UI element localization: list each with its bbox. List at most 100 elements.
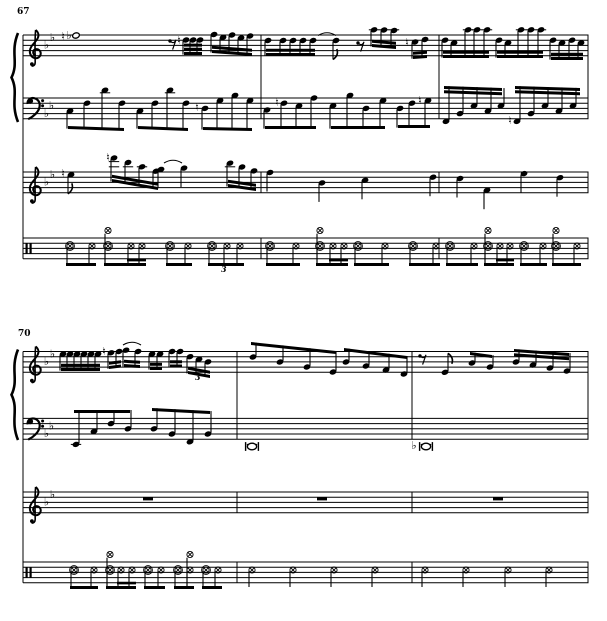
accent-drum-notehead <box>519 241 529 251</box>
drum-notehead <box>372 567 378 573</box>
whole-rest-icon <box>143 497 153 501</box>
accent-drum-notehead <box>483 241 493 251</box>
accent-drum-notehead <box>105 565 115 575</box>
percussion-clef-icon <box>29 243 32 254</box>
eighth-rest-icon <box>170 39 177 50</box>
notehead <box>527 110 535 117</box>
beam <box>520 263 547 266</box>
accent-drum-notehead <box>201 565 211 575</box>
drum-notehead <box>421 566 429 574</box>
notehead <box>166 87 174 93</box>
flat-icon: ♭ <box>411 439 416 452</box>
beam <box>446 263 478 266</box>
drum-notehead <box>317 227 323 234</box>
beam <box>372 39 396 45</box>
notehead <box>318 180 326 186</box>
accent-drum-notehead <box>202 566 210 574</box>
beam <box>203 127 252 131</box>
drum-notehead <box>214 566 222 574</box>
beam <box>104 263 146 266</box>
drum-notehead <box>128 566 136 574</box>
beam <box>74 410 130 413</box>
accent-drum-notehead <box>446 242 454 250</box>
beam <box>329 258 348 262</box>
drum-notehead <box>552 226 560 235</box>
accent-drum-notehead <box>69 565 79 575</box>
eighth-rest-icon <box>168 39 172 43</box>
drum-notehead <box>289 566 297 574</box>
drum-notehead <box>187 567 193 573</box>
drum-notehead <box>186 550 194 559</box>
accent-drum-notehead <box>71 567 77 573</box>
accent-drum-notehead <box>67 243 73 249</box>
accent-drum-notehead <box>174 566 182 574</box>
drum-notehead <box>496 242 504 250</box>
flat-icon: ♭ <box>50 347 55 360</box>
drum-notehead <box>224 243 230 249</box>
notehead <box>186 439 194 445</box>
drum-notehead <box>138 242 146 250</box>
notehead <box>424 97 432 104</box>
notehead <box>541 103 549 109</box>
notehead <box>182 37 190 43</box>
beam <box>202 586 222 589</box>
notehead <box>483 27 491 33</box>
drum-notehead <box>471 243 477 249</box>
drum-notehead <box>340 242 348 250</box>
notehead <box>219 34 227 41</box>
notehead <box>473 27 481 33</box>
notehead <box>66 108 74 114</box>
notehead <box>107 420 115 427</box>
beam <box>68 126 124 131</box>
notehead <box>390 27 398 34</box>
drum-notehead <box>290 567 296 573</box>
beam <box>496 258 514 262</box>
beam <box>251 342 336 354</box>
beam <box>331 126 385 129</box>
notehead <box>429 174 437 180</box>
drum-notehead <box>107 551 113 558</box>
notehead <box>380 27 388 33</box>
beam <box>266 263 300 266</box>
beam <box>127 258 146 262</box>
notehead <box>483 187 491 193</box>
beam <box>212 50 252 56</box>
notehead <box>332 37 340 44</box>
drum-notehead <box>507 243 513 249</box>
eighth-rest-icon <box>418 354 422 358</box>
beam <box>228 184 256 191</box>
flag <box>332 48 339 61</box>
notehead <box>279 37 287 44</box>
notehead <box>196 37 204 43</box>
drum-notehead <box>330 566 338 574</box>
beam <box>184 47 202 51</box>
drum-notehead <box>158 567 164 573</box>
beam <box>138 126 188 131</box>
accent-drum-notehead <box>447 243 453 249</box>
drum-notehead <box>330 243 336 249</box>
beam <box>174 586 194 589</box>
notehead <box>195 356 203 362</box>
beam <box>413 50 427 55</box>
notehead <box>549 37 557 43</box>
notehead <box>527 27 535 33</box>
notehead <box>450 40 458 46</box>
accent-drum-notehead <box>409 242 417 250</box>
notehead <box>408 100 416 106</box>
beam <box>398 125 430 128</box>
drum-notehead <box>128 243 134 249</box>
notehead <box>90 428 98 435</box>
notehead <box>124 426 132 432</box>
drum-notehead <box>89 243 95 249</box>
treble-clef-icon <box>31 346 37 384</box>
flat-icon: ♭ <box>44 107 49 120</box>
flat-icon: ♭ <box>66 29 71 42</box>
notehead <box>107 350 115 356</box>
beam <box>144 586 165 589</box>
drum-notehead <box>157 566 165 574</box>
notehead <box>517 27 525 33</box>
drum-notehead <box>382 243 388 249</box>
notehead <box>246 97 254 104</box>
eighth-rest-icon <box>356 41 360 45</box>
